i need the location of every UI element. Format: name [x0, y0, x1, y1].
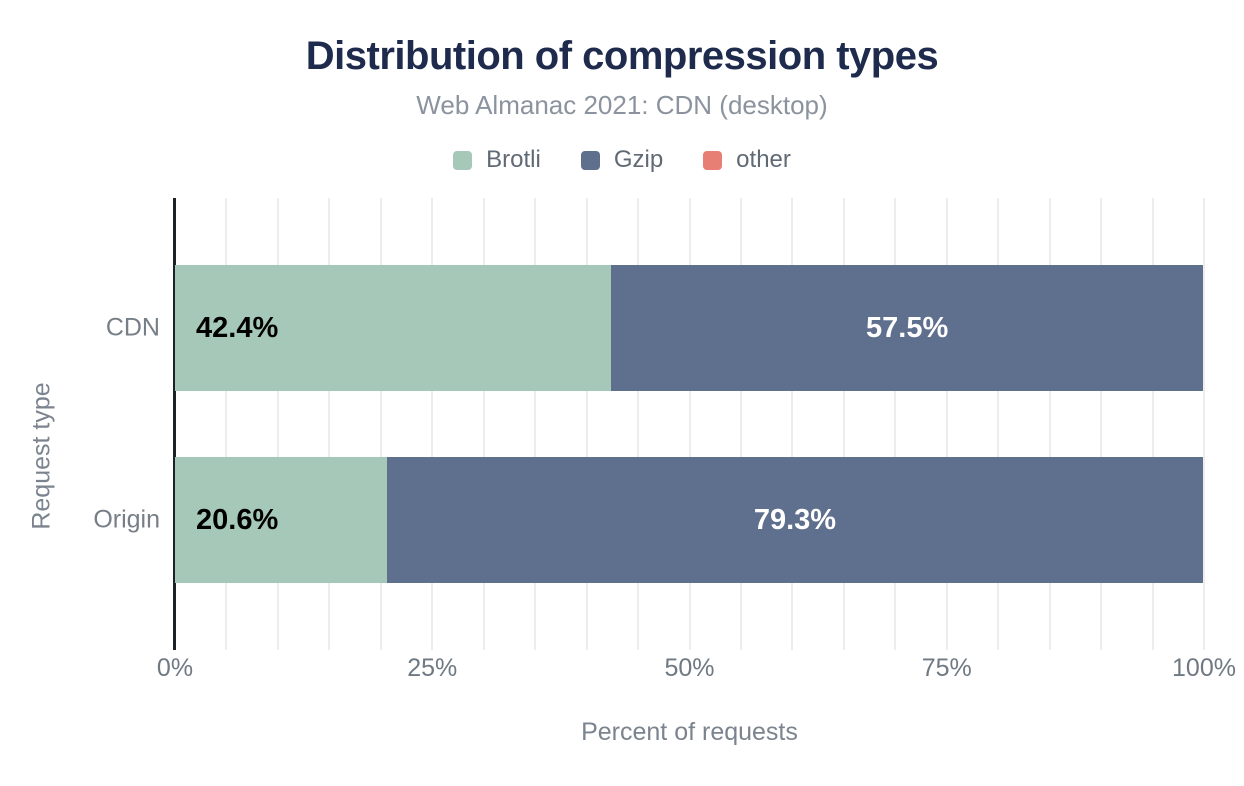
segment-brotli-cdn[interactable]: 42.4% — [175, 265, 612, 391]
gridline — [482, 198, 485, 650]
segment-value-label: 79.3% — [753, 503, 837, 536]
segment-brotli-origin[interactable]: 20.6% — [175, 457, 387, 583]
gridline — [739, 198, 742, 650]
gridline — [688, 198, 691, 650]
x-tick-label-75: 75% — [921, 654, 972, 682]
legend-label: Brotli — [486, 146, 541, 173]
gridline — [1048, 198, 1051, 650]
legend-label: Gzip — [613, 146, 664, 173]
category-label-cdn: CDN — [105, 313, 160, 342]
gridline — [379, 198, 382, 650]
gridline — [276, 198, 279, 650]
legend-swatch-other — [703, 150, 723, 170]
legend-swatch-brotli — [453, 150, 473, 170]
gridline — [945, 198, 948, 650]
gridline — [1100, 198, 1103, 650]
gridline — [1151, 198, 1154, 650]
plot-area: 42.4% 57.5% 20.6% 79.3% — [173, 198, 1205, 650]
gridline — [534, 198, 537, 650]
gridline — [842, 198, 845, 650]
gridline — [997, 198, 1000, 650]
legend-label: other — [736, 146, 791, 173]
gridline — [791, 198, 794, 650]
segment-gzip-cdn[interactable]: 57.5% — [611, 265, 1203, 391]
gridline — [225, 198, 228, 650]
bar-cdn: 42.4% 57.5% — [175, 265, 1204, 391]
segment-gzip-origin[interactable]: 79.3% — [386, 457, 1203, 583]
chart-subtitle: Web Almanac 2021: CDN (desktop) — [416, 90, 828, 120]
y-axis-line — [173, 198, 176, 650]
segment-value-label: 57.5% — [866, 311, 949, 344]
x-tick-label-0: 0% — [156, 654, 194, 682]
x-axis-title: Percent of requests — [581, 718, 798, 746]
gridline — [894, 198, 897, 650]
bar-origin: 20.6% 79.3% — [175, 457, 1204, 583]
legend-item-brotli[interactable]: Brotli — [453, 146, 541, 174]
legend-item-other[interactable]: other — [703, 146, 791, 174]
gridline — [1203, 198, 1205, 650]
category-label-origin: Origin — [93, 505, 160, 534]
gridline — [328, 198, 331, 650]
x-tick-label-50: 50% — [664, 654, 715, 682]
y-axis-title: Request type — [27, 382, 56, 530]
legend-item-gzip[interactable]: Gzip — [580, 146, 664, 174]
legend: Brotli Gzip other — [0, 146, 1244, 174]
segment-value-label: 42.4% — [196, 311, 279, 344]
x-tick-label-25: 25% — [407, 654, 458, 682]
gridline — [585, 198, 588, 650]
segment-value-label: 20.6% — [196, 503, 279, 536]
legend-swatch-gzip — [580, 150, 600, 170]
chart-title: Distribution of compression types — [305, 34, 939, 78]
gridline — [431, 198, 434, 650]
gridline — [637, 198, 640, 650]
x-tick-label-100: 100% — [1172, 654, 1236, 682]
